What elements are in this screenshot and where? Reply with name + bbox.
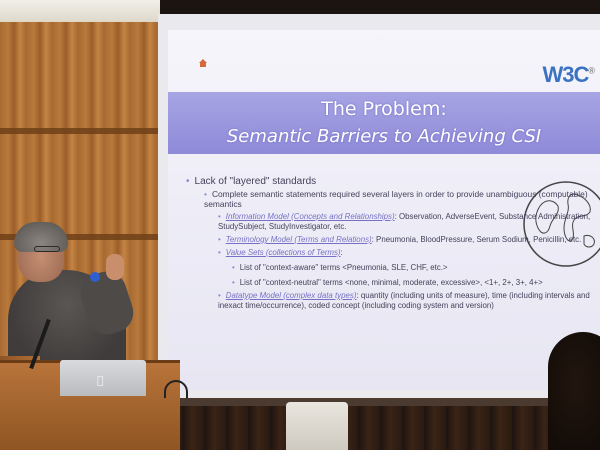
globe-icon <box>523 181 600 267</box>
presentation-slide: W3C® The Problem: Semantic Barriers to A… <box>168 30 600 390</box>
bullet-datatype-model: • Datatype Model (complex data types): qu… <box>218 291 590 310</box>
bullet-level1: • Lack of "layered" standards <box>186 176 317 187</box>
presenter-hand <box>106 254 124 280</box>
stage-floor <box>160 406 600 450</box>
wood-rail <box>0 234 160 240</box>
bullet-context-aware: • List of "context-aware" terms <Pneumoni… <box>232 263 448 272</box>
home-icon <box>199 59 207 67</box>
badge <box>90 272 100 282</box>
screen-bottom-edge <box>158 398 600 406</box>
laptop <box>60 360 146 396</box>
bullet-context-neutral: • List of "context-neutral" terms <none, … <box>232 278 543 287</box>
wood-rail <box>0 128 160 134</box>
chair <box>286 402 348 450</box>
bullet-information-model: • Information Model (Concepts and Relatio… <box>218 212 591 231</box>
w3c-logo: W3C® <box>542 62 594 87</box>
bullet-value-sets: • Value Sets (collections of Terms): <box>218 248 343 257</box>
bullet-terminology-model: • Terminology Model (Terms and Relations)… <box>218 235 582 244</box>
slide-body: • Lack of "layered" standards • Complete s… <box>186 176 600 311</box>
bullet-level2: • Complete semantic statements required s… <box>204 189 588 209</box>
slide-title: The Problem: <box>321 98 447 120</box>
cable <box>164 380 188 398</box>
slide-subtitle: Semantic Barriers to Achieving CSI <box>226 126 542 147</box>
apple-icon:  <box>97 374 104 387</box>
audience-member <box>548 332 600 450</box>
title-band <box>168 92 600 154</box>
glasses <box>34 246 60 252</box>
